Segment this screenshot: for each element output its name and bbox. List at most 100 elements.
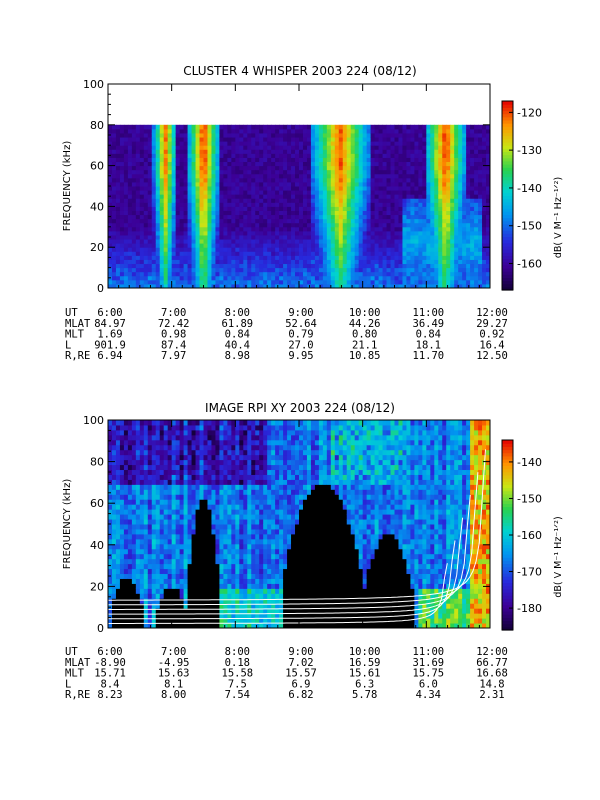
spectrogram-cell (183, 141, 189, 146)
spectrogram-cell (243, 226, 248, 232)
spectrogram-cell (279, 279, 284, 285)
spectrogram-cell (283, 230, 288, 236)
spectrogram-cell (175, 251, 181, 256)
spectrogram-cell (334, 190, 340, 195)
spectrogram-cell (434, 149, 439, 154)
spectrogram-cell (159, 598, 165, 604)
spectrogram-cell (195, 618, 201, 624)
spectrogram-cell (314, 202, 320, 207)
spectrogram-cell (191, 165, 197, 171)
spectrogram-cell (135, 449, 141, 456)
spectrogram-cell (291, 137, 296, 142)
spectrogram-cell (131, 543, 137, 550)
spectrogram-cell (279, 165, 284, 171)
spectrogram-cell (378, 177, 384, 183)
spectrogram-cell (398, 153, 403, 158)
spectrogram-cell (342, 141, 348, 146)
spectrogram-cell (386, 234, 392, 240)
spectrogram-cell (167, 548, 173, 555)
spectrogram-cell (183, 239, 189, 244)
spectrogram-cell (111, 469, 117, 475)
spectrogram-cell (474, 283, 479, 289)
spectrogram-cell (155, 429, 161, 436)
spectrogram-cell (299, 226, 304, 232)
spectrogram-cell (402, 181, 407, 187)
spectrogram-cell (342, 259, 348, 265)
spectrogram-cell (414, 222, 419, 228)
spectrogram-cell (108, 243, 113, 248)
spectrogram-cell (434, 255, 439, 260)
spectrogram-cell (430, 239, 435, 244)
spectrogram-cell (251, 161, 256, 167)
spectrogram-cell (259, 275, 264, 281)
spectrogram-cell (163, 420, 169, 426)
spectrogram-cell (151, 194, 157, 199)
spectrogram-cell (115, 263, 121, 269)
colorbar-cell (502, 255, 513, 260)
spectrogram-cell (310, 230, 316, 236)
spectrogram-cell (390, 169, 395, 175)
spectrogram-cell (414, 230, 419, 236)
spectrogram-cell (382, 190, 388, 195)
spectrogram-cell (466, 186, 471, 191)
spectrogram-cell (334, 186, 340, 191)
spectrogram-cell (398, 177, 403, 183)
spectrogram-cell (275, 128, 280, 134)
spectrogram-cell (299, 190, 304, 195)
spectrogram-cell (227, 230, 232, 236)
spectrogram-cell (243, 243, 248, 248)
spectrogram-cell (203, 210, 208, 216)
spectrogram-cell (410, 255, 415, 260)
spectrogram-cell (482, 132, 487, 138)
spectrogram-cell (482, 190, 487, 195)
spectrogram-cell (187, 222, 193, 228)
spectrogram-cell (223, 234, 228, 240)
spectrogram-cell (191, 283, 197, 289)
spectrogram-cell (239, 198, 244, 203)
spectrogram-cell (267, 226, 272, 232)
spectrogram-cell (314, 132, 320, 138)
spectrogram-cell (350, 149, 356, 154)
spectrogram-cell (446, 165, 451, 171)
spectrogram-cell (486, 141, 491, 146)
spectrogram-cell (263, 190, 268, 195)
spectrogram-cell (207, 128, 212, 134)
spectrogram-cell (338, 181, 344, 187)
spectrogram-cell (191, 548, 197, 555)
spectrogram-cell (478, 222, 483, 228)
spectrogram-cell (287, 194, 292, 199)
spectrogram-cell (362, 259, 368, 265)
spectrogram-cell (135, 169, 141, 175)
spectrogram-cell (354, 263, 360, 269)
spectrogram-cell (370, 226, 376, 232)
spectrogram-cell (430, 267, 435, 273)
spectrogram-cell (386, 283, 392, 289)
spectrogram-cell (450, 206, 455, 211)
spectrogram-cell (127, 618, 133, 624)
spectrogram-cell (430, 198, 435, 203)
spectrogram-cell (155, 474, 161, 480)
spectrogram-cell (382, 194, 388, 199)
spectrogram-cell (406, 263, 411, 269)
spectrogram-cell (183, 177, 189, 183)
spectrogram-cell (374, 124, 380, 130)
spectrogram-cell (322, 161, 328, 167)
spectrogram-cell (434, 124, 439, 130)
spectrogram-cell (446, 194, 451, 199)
spectrogram-cell (163, 186, 169, 191)
spectrogram-cell (275, 124, 280, 130)
spectrogram-cell (326, 194, 332, 199)
spectrogram-cell (247, 128, 252, 134)
spectrogram-cell (215, 190, 220, 195)
spectrogram-cell (350, 255, 356, 260)
spectrogram-cell (310, 153, 316, 158)
spectrogram-cell (354, 271, 360, 277)
spectrogram-cell (187, 474, 193, 480)
ephemeris-value: 16.4 (479, 339, 504, 351)
spectrogram-cell (147, 558, 153, 565)
spectrogram-cell (167, 489, 173, 495)
spectrogram-cell (207, 165, 212, 171)
spectrogram-cell (171, 429, 177, 436)
spectrogram-cell (422, 283, 427, 289)
spectrogram-cell (267, 267, 272, 273)
